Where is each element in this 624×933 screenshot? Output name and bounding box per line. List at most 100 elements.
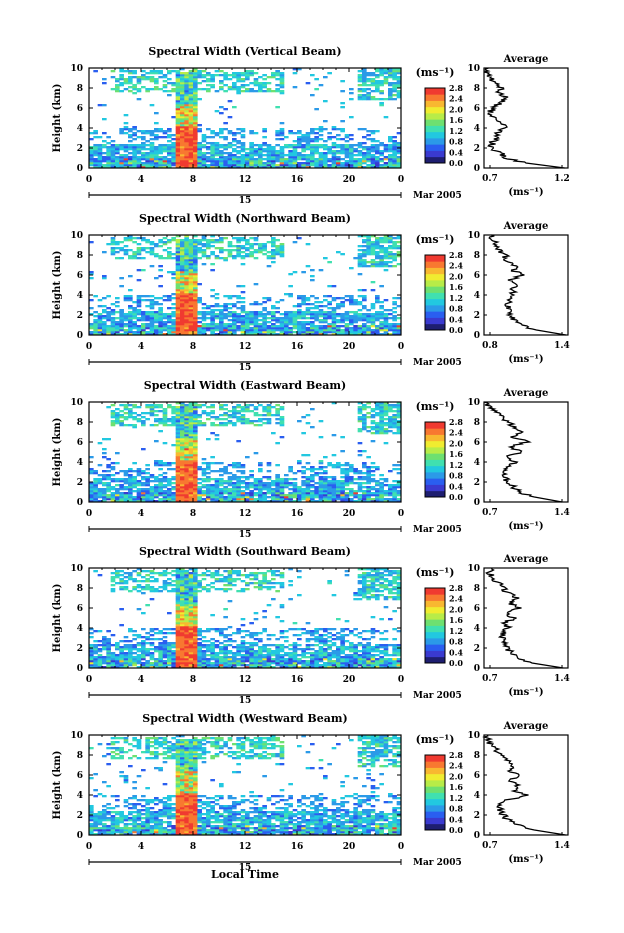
heatmap-cell (323, 480, 328, 482)
heatmap-cell (262, 243, 267, 245)
heatmap-cell (193, 269, 198, 271)
heatmap-cell (371, 98, 376, 100)
heatmap-cell (89, 327, 94, 329)
heatmap-cell (197, 311, 202, 313)
heatmap-cell (336, 313, 341, 315)
heatmap-cell (353, 315, 358, 317)
heatmap-cell (128, 319, 133, 321)
heatmap-cell (180, 474, 185, 476)
heatmap-cell (384, 317, 389, 319)
heatmap-cell (375, 245, 380, 247)
heatmap-cell (358, 309, 363, 311)
heatmap-cell (375, 311, 380, 313)
heatmap-cell (245, 311, 250, 313)
heatmap-cell (310, 426, 315, 428)
heatmap-cell (193, 492, 198, 494)
heatmap-cell (392, 150, 397, 152)
heatmap-cell (193, 106, 198, 108)
heatmap-cell (375, 74, 380, 76)
heatmap-cell (319, 269, 324, 271)
heatmap-cell (184, 327, 189, 329)
heatmap-cell (197, 164, 202, 166)
heatmap-cell (115, 416, 120, 418)
heatmap-cell (184, 136, 189, 138)
heatmap-cell (219, 474, 224, 476)
heatmap-cell (210, 321, 215, 323)
heatmap-cell (362, 142, 367, 144)
heatmap-cell (379, 265, 384, 267)
heatmap-cell (392, 496, 397, 498)
heatmap-cell (375, 329, 380, 331)
heatmap-cell (288, 468, 293, 470)
heatmap-cell (223, 317, 228, 319)
heatmap-cell (158, 486, 163, 488)
heatmap-cell (163, 86, 168, 88)
heatmap-cell (210, 456, 215, 458)
heatmap-cell (388, 253, 393, 255)
heatmap-cell (132, 237, 137, 239)
heatmap-cell (379, 257, 384, 259)
heatmap-cell (349, 470, 354, 472)
heatmap-cell (358, 315, 363, 317)
heatmap-cell (119, 496, 124, 498)
heatmap-cell (180, 480, 185, 482)
heatmap-cell (245, 327, 250, 329)
heatmap-cell (362, 462, 367, 464)
heatmap-cell (184, 293, 189, 295)
average-profile-line (484, 402, 562, 502)
heatmap-cell (167, 239, 172, 241)
heatmap-cell (180, 144, 185, 146)
heatmap-cell (111, 323, 116, 325)
heatmap-cell (210, 329, 215, 331)
heatmap-cell (258, 482, 263, 484)
heatmap-cell (106, 470, 111, 472)
heatmap-cell (284, 293, 289, 295)
colorbar-tick-label: 0.4 (449, 314, 463, 324)
heatmap-cell (223, 128, 228, 130)
heatmap-cell (89, 162, 94, 164)
heatmap-cell (249, 498, 254, 500)
heatmap-cell (176, 271, 181, 273)
heatmap-cell (163, 80, 168, 82)
heatmap-cell (119, 422, 124, 424)
heatmap-cell (271, 490, 276, 492)
heatmap-cell (384, 331, 389, 333)
heatmap-cell (184, 325, 189, 327)
heatmap-cell (362, 289, 367, 291)
heatmap-cell (193, 281, 198, 283)
heatmap-cell (388, 420, 393, 422)
heatmap-cell (241, 309, 246, 311)
heatmap-cell (271, 245, 276, 247)
y-tick-label: 0 (77, 331, 83, 341)
heatmap-cell (392, 76, 397, 78)
heatmap-cell (223, 76, 228, 78)
heatmap-cell (232, 492, 237, 494)
heatmap-cell (106, 484, 111, 486)
heatmap-cell (145, 478, 150, 480)
heatmap-cell (206, 257, 211, 259)
heatmap-cell (124, 482, 129, 484)
heatmap-cell (176, 416, 181, 418)
heatmap-cell (336, 134, 341, 136)
x-tick-label: 20 (343, 175, 356, 185)
heatmap-cell (258, 468, 263, 470)
heatmap-cell (128, 237, 133, 239)
heatmap-cell (124, 317, 129, 319)
heatmap-cell (167, 128, 172, 130)
heatmap-cell (358, 313, 363, 315)
heatmap-cell (184, 442, 189, 444)
heatmap-cell (249, 243, 254, 245)
heatmap-cell (210, 422, 215, 424)
heatmap-cell (353, 490, 358, 492)
heatmap-cell (180, 313, 185, 315)
heatmap-cell (180, 492, 185, 494)
x-tick-label: 8 (190, 175, 196, 185)
heatmap-cell (180, 422, 185, 424)
heatmap-cell (327, 492, 332, 494)
heatmap-cell (388, 247, 393, 249)
heatmap-cell (93, 154, 98, 156)
heatmap-cell (176, 448, 181, 450)
heatmap-cell (184, 154, 189, 156)
heatmap-cell (392, 74, 397, 76)
heatmap-cell (115, 488, 120, 490)
